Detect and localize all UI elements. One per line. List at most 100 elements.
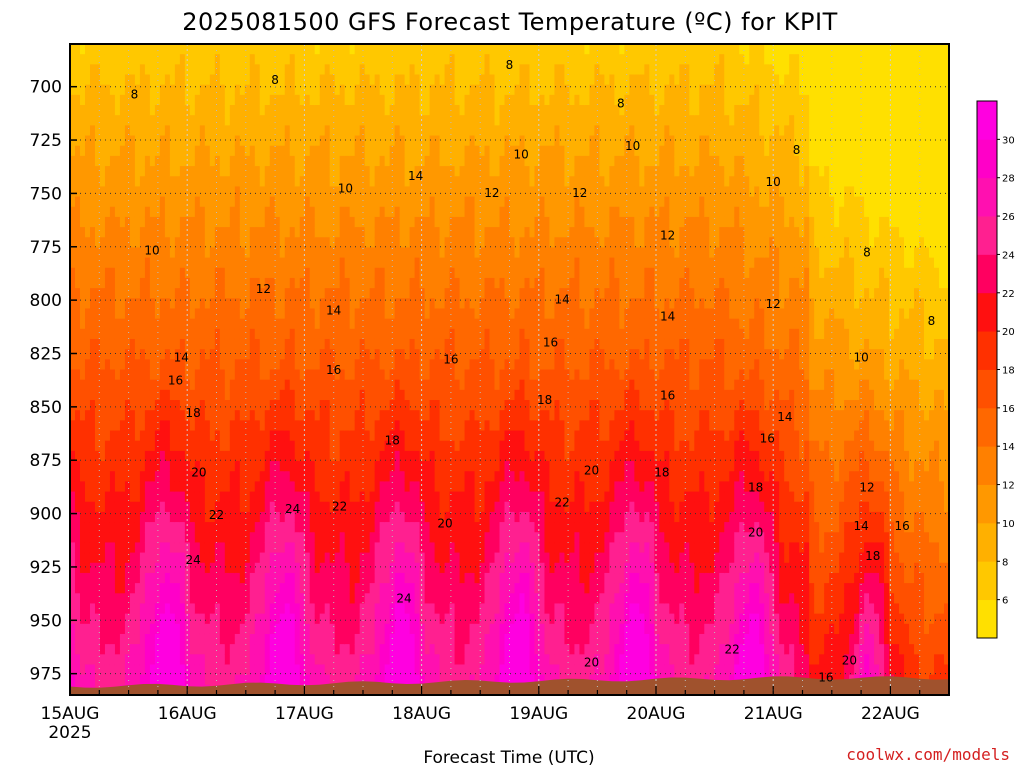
temperature-cell [374, 64, 381, 76]
temperature-cell [259, 277, 266, 289]
temperature-cell [164, 186, 171, 198]
temperature-cell [279, 481, 286, 493]
temperature-cell [174, 338, 181, 350]
temperature-cell [279, 237, 286, 249]
temperature-cell [249, 430, 256, 442]
temperature-cell [374, 227, 381, 238]
temperature-cell [79, 644, 86, 655]
temperature-cell [114, 176, 121, 187]
temperature-cell [309, 308, 316, 320]
temperature-cell [349, 247, 356, 259]
temperature-cell [74, 176, 81, 187]
temperature-cell [89, 440, 96, 452]
temperature-cell [104, 349, 111, 360]
temperature-cell [429, 237, 436, 249]
temperature-cell [274, 461, 281, 472]
temperature-cell [349, 349, 356, 360]
temperature-cell [164, 552, 171, 564]
temperature-cell [119, 247, 126, 259]
temperature-cell [199, 583, 206, 594]
temperature-cell [344, 155, 351, 167]
temperature-cell [324, 644, 331, 655]
temperature-cell [239, 216, 246, 228]
temperature-cell [109, 623, 116, 635]
temperature-cell [99, 562, 106, 574]
temperature-cell [299, 623, 306, 635]
temperature-cell [444, 196, 451, 208]
temperature-cell [249, 338, 256, 350]
temperature-cell [374, 267, 381, 279]
temperature-cell [144, 552, 151, 564]
temperature-cell [359, 664, 366, 676]
temperature-cell [154, 410, 161, 421]
temperature-cell [119, 654, 126, 666]
temperature-cell [149, 623, 156, 635]
temperature-cell [174, 318, 181, 330]
temperature-cell [259, 247, 266, 259]
temperature-cell [454, 389, 461, 401]
temperature-cell [254, 318, 261, 330]
temperature-cell [79, 166, 86, 177]
temperature-cell [369, 227, 376, 238]
temperature-cell [124, 74, 131, 86]
temperature-cell [324, 196, 331, 208]
temperature-cell [409, 84, 416, 96]
temperature-cell [134, 186, 141, 198]
temperature-cell [219, 328, 226, 340]
temperature-cell [299, 583, 306, 594]
temperature-cell [294, 257, 301, 269]
temperature-cell [79, 664, 86, 676]
temperature-cell [259, 155, 266, 167]
temperature-cell [99, 277, 106, 289]
temperature-cell [204, 583, 211, 594]
temperature-cell [189, 450, 196, 462]
temperature-cell [194, 471, 201, 482]
temperature-cell [119, 227, 126, 238]
temperature-cell [444, 633, 451, 645]
temperature-cell [124, 84, 131, 96]
temperature-cell [339, 603, 346, 615]
temperature-cell [284, 379, 291, 391]
temperature-cell [154, 501, 161, 513]
temperature-cell [389, 318, 396, 330]
temperature-cell [409, 369, 416, 381]
temperature-cell [229, 603, 236, 615]
temperature-cell [139, 481, 146, 493]
temperature-cell [314, 532, 321, 544]
temperature-cell [344, 501, 351, 513]
temperature-cell [309, 623, 316, 635]
temperature-cell [79, 84, 86, 96]
temperature-cell [384, 308, 391, 320]
temperature-cell [70, 501, 76, 513]
temperature-cell [129, 471, 136, 482]
temperature-cell [289, 227, 296, 238]
temperature-cell [454, 186, 461, 198]
temperature-cell [70, 450, 76, 462]
temperature-cell [154, 583, 161, 594]
temperature-cell [334, 400, 341, 411]
temperature-cell [319, 227, 326, 238]
temperature-cell [214, 572, 221, 584]
temperature-cell [369, 267, 376, 279]
temperature-cell [419, 196, 426, 208]
temperature-cell [359, 155, 366, 167]
temperature-cell [359, 583, 366, 594]
temperature-cell [134, 115, 141, 126]
temperature-cell [169, 572, 176, 584]
temperature-cell [449, 166, 456, 177]
temperature-cell [359, 94, 366, 106]
temperature-cell [424, 359, 431, 371]
temperature-cell [79, 125, 86, 137]
temperature-cell [314, 74, 321, 86]
temperature-cell [154, 267, 161, 279]
temperature-cell [234, 227, 241, 238]
temperature-cell [174, 664, 181, 676]
temperature-cell [234, 105, 241, 116]
temperature-cell [144, 105, 151, 116]
temperature-cell [324, 410, 331, 421]
temperature-cell [244, 633, 251, 645]
temperature-cell [249, 308, 256, 320]
temperature-cell [174, 511, 181, 523]
temperature-cell [204, 430, 211, 442]
temperature-cell [124, 420, 131, 432]
